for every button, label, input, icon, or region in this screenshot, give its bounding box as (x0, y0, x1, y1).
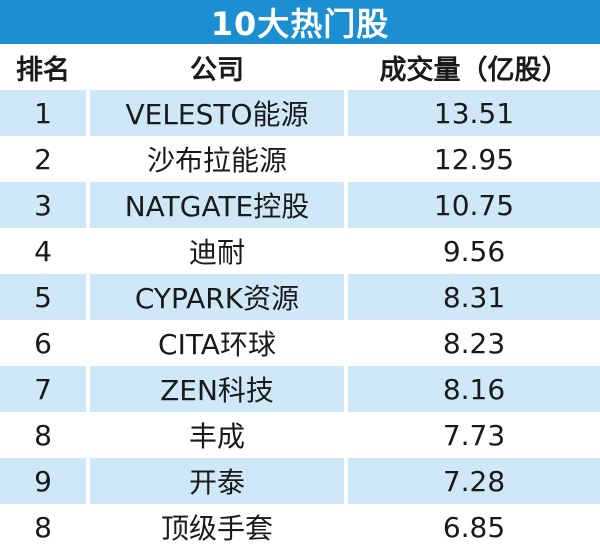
table-row: 1 VELESTO能源 13.51 (0, 90, 600, 136)
company-cell: 开泰 (188, 466, 245, 499)
column-divider (344, 136, 348, 182)
table-row: 3 NATGATE控股 10.75 (0, 182, 600, 228)
rank-cell: 3 (34, 188, 52, 222)
volume-cell: 10.75 (433, 188, 515, 222)
company-cell: VELESTO能源 (125, 98, 309, 131)
company-cell: CITA环球 (158, 328, 276, 361)
rank-cell: 8 (34, 510, 52, 544)
column-divider (86, 366, 90, 412)
company-cell: 沙布拉能源 (146, 144, 287, 177)
table-row: 8 丰成 7.73 (0, 412, 600, 458)
table-row: 2 沙布拉能源 12.95 (0, 136, 600, 182)
company-cell: CYPARK资源 (134, 282, 300, 315)
table-row: 4 迪耐 9.56 (0, 228, 600, 274)
column-divider (344, 228, 348, 274)
column-divider (86, 182, 90, 228)
volume-cell: 7.28 (442, 464, 506, 498)
company-cell: 丰成 (188, 420, 245, 453)
table-row: 6 CITA环球 8.23 (0, 320, 600, 366)
table-title: 10大热门股 (0, 0, 600, 44)
rank-cell: 2 (34, 142, 52, 176)
header-row: 排名 公司 成交量（亿股） (0, 44, 600, 90)
column-divider (86, 228, 90, 274)
rank-cell: 8 (34, 418, 52, 452)
rank-cell: 5 (34, 280, 52, 314)
rank-cell: 6 (34, 326, 52, 360)
company-cell: ZEN科技 (160, 374, 274, 407)
header-company: 公司 (190, 54, 244, 86)
header-rank: 排名 (16, 54, 70, 86)
column-divider (86, 320, 90, 366)
rank-cell: 4 (34, 234, 52, 268)
volume-cell: 8.16 (442, 372, 506, 406)
table-row: 8 顶级手套 6.85 (0, 504, 600, 550)
table-row: 9 开泰 7.28 (0, 458, 600, 504)
column-divider (86, 136, 90, 182)
column-divider (86, 44, 90, 90)
volume-cell: 9.56 (442, 234, 506, 268)
company-cell: NATGATE控股 (124, 190, 310, 223)
rank-cell: 7 (34, 372, 52, 406)
rank-cell: 9 (34, 464, 52, 498)
volume-cell: 13.51 (433, 96, 515, 130)
column-divider (86, 274, 90, 320)
volume-cell: 6.85 (442, 510, 506, 544)
column-divider (344, 366, 348, 412)
column-divider (86, 412, 90, 458)
volume-cell: 8.23 (442, 326, 506, 360)
column-divider (344, 90, 348, 136)
rank-cell: 1 (34, 96, 52, 130)
table-row: 5 CYPARK资源 8.31 (0, 274, 600, 320)
volume-cell: 12.95 (433, 142, 515, 176)
column-divider (86, 504, 90, 550)
column-divider (86, 90, 90, 136)
column-divider (86, 458, 90, 504)
column-divider (344, 182, 348, 228)
company-cell: 迪耐 (188, 236, 245, 269)
column-divider (344, 44, 348, 90)
column-divider (344, 320, 348, 366)
table-row: 7 ZEN科技 8.16 (0, 366, 600, 412)
column-divider (344, 412, 348, 458)
header-volume: 成交量（亿股） (379, 54, 569, 86)
volume-cell: 7.73 (442, 418, 506, 452)
column-divider (344, 504, 348, 550)
column-divider (344, 458, 348, 504)
company-cell: 顶级手套 (160, 512, 273, 545)
column-divider (344, 274, 348, 320)
volume-cell: 8.31 (442, 280, 506, 314)
